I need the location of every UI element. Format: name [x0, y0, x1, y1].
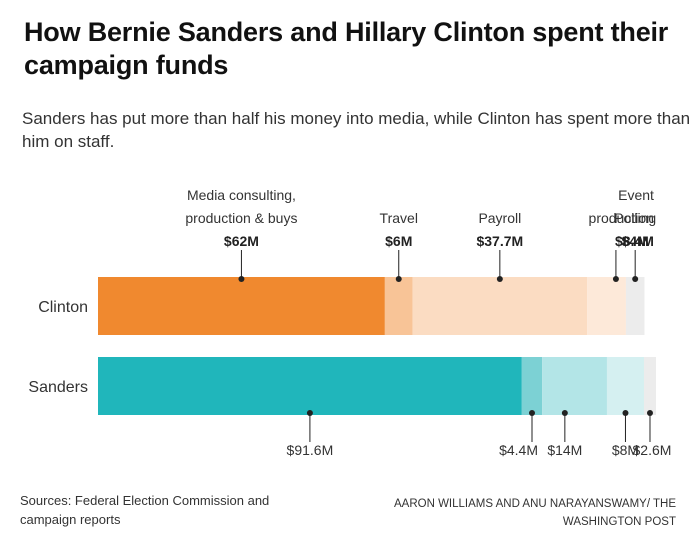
- sanders-value-label: $8M: [612, 442, 639, 458]
- clinton-bar-segment: [384, 277, 413, 335]
- clinton-value-label: $62M: [224, 233, 259, 249]
- clinton-bar-segment: [412, 277, 588, 335]
- sanders-bar-segment: [643, 357, 656, 415]
- sanders-bar-segment: [98, 357, 522, 415]
- chart-title: How Bernie Sanders and Hillary Clinton s…: [24, 17, 669, 80]
- sources-note: Sources: Federal Election Commission and…: [20, 493, 270, 527]
- category-label: Payroll: [478, 210, 521, 226]
- category-label: production & buys: [185, 210, 297, 226]
- clinton-bar-segment: [625, 277, 645, 335]
- sanders-leader-dot: [622, 410, 629, 416]
- clinton-leader-dot: [238, 276, 245, 282]
- clinton-value-label: $6M: [385, 233, 412, 249]
- sanders-bar-segment: [521, 357, 543, 415]
- sanders-value-label: $91.6M: [287, 442, 334, 458]
- sanders-value-label: $4.4M: [499, 442, 538, 458]
- category-label: Event: [618, 187, 654, 203]
- sanders-value-label: $2.6M: [633, 442, 672, 458]
- clinton-leader-dot: [496, 276, 503, 282]
- clinton-leader-dot: [632, 276, 639, 282]
- sanders-leader-dot: [529, 410, 535, 416]
- credit-line: AARON WILLIAMS AND ANU NARAYANSWAMY/ THE…: [393, 498, 676, 528]
- sanders-leader-dot: [306, 410, 313, 416]
- clinton-value-label: $8.4M: [615, 233, 654, 249]
- clinton-bar-segment: [98, 277, 385, 335]
- clinton-bar-segment: [587, 277, 626, 335]
- clinton-value-label: $37.7M: [476, 233, 523, 249]
- sanders-bar-segment: [542, 357, 607, 415]
- clinton-row-label: Clinton: [38, 299, 88, 316]
- category-label: Polling: [614, 210, 656, 226]
- category-label: Media consulting,: [187, 187, 296, 203]
- clinton-value-label: $4M: [622, 233, 649, 249]
- chart-subtitle: Sanders has put more than half his money…: [22, 109, 691, 151]
- sanders-row-label: Sanders: [28, 379, 88, 396]
- sanders-value-label: $14M: [547, 442, 582, 458]
- category-label: Travel: [380, 210, 418, 226]
- clinton-leader-dot: [395, 276, 402, 282]
- sanders-leader-dot: [561, 410, 568, 416]
- category-label: production: [589, 210, 654, 226]
- clinton-leader-dot: [612, 276, 619, 282]
- sanders-leader-dot: [646, 410, 653, 416]
- sanders-bar-segment: [606, 357, 644, 415]
